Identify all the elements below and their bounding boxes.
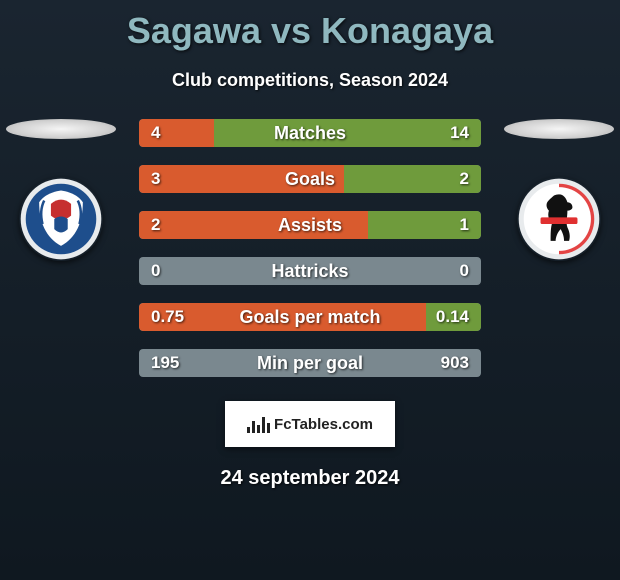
- brand-text: FcTables.com: [274, 416, 373, 433]
- team-badge-left: [19, 177, 103, 261]
- comparison-content: 414Matches 32Goals 21Assists 00Hattricks 0.7…: [0, 119, 620, 377]
- date-text: 24 september 2024: [0, 467, 620, 490]
- stat-label: Min per goal: [139, 353, 481, 374]
- brand-bars-icon: [247, 415, 270, 433]
- left-oval-decoration: [6, 119, 116, 139]
- player1-name: Sagawa: [127, 10, 261, 51]
- team-badge-right: [517, 177, 601, 261]
- page-title: Sagawa vs Konagaya: [0, 0, 620, 52]
- brand-bar: [257, 425, 260, 433]
- vs-text: vs: [271, 10, 311, 51]
- stat-row: 00Hattricks: [139, 257, 481, 285]
- stat-label: Hattricks: [139, 261, 481, 282]
- stat-label: Assists: [139, 215, 481, 236]
- right-oval-decoration: [504, 119, 614, 139]
- brand-bar: [247, 427, 250, 433]
- stat-label: Goals per match: [139, 307, 481, 328]
- stat-row: 32Goals: [139, 165, 481, 193]
- stat-row: 21Assists: [139, 211, 481, 239]
- brand-box: FcTables.com: [225, 401, 395, 447]
- subtitle: Club competitions, Season 2024: [0, 70, 620, 91]
- stat-row: 195903Min per goal: [139, 349, 481, 377]
- stat-label: Goals: [139, 169, 481, 190]
- left-side-column: [1, 119, 121, 261]
- player2-name: Konagaya: [321, 10, 493, 51]
- brand-bar: [252, 421, 255, 433]
- brand-bar: [267, 423, 270, 433]
- stat-row: 414Matches: [139, 119, 481, 147]
- right-side-column: [499, 119, 619, 261]
- stat-row: 0.750.14Goals per match: [139, 303, 481, 331]
- brand-bar: [262, 417, 265, 433]
- stat-label: Matches: [139, 123, 481, 144]
- stats-column: 414Matches 32Goals 21Assists 00Hattricks 0.7…: [139, 119, 481, 377]
